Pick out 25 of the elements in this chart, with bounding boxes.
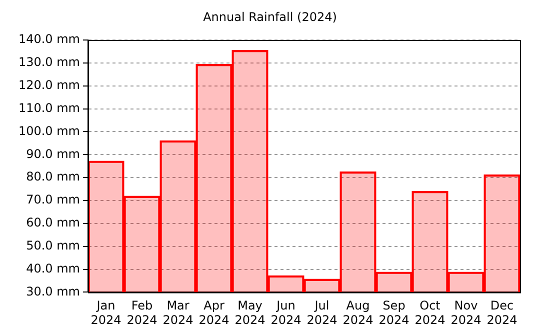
y-tick-label: 100.0 mm [18,124,80,138]
y-tick-label: 120.0 mm [18,78,80,92]
y-tick-label: 70.0 mm [26,192,80,207]
y-tick-label: 40.0 mm [26,261,80,276]
y-tick-label: 60.0 mm [26,216,80,230]
chart-title: Annual Rainfall (2024) [202,10,338,24]
x-tick-label: Nov 2024 [450,298,482,327]
x-tick-label: Jan 2024 [90,298,122,327]
y-tick-label: 140.0 mm [18,32,80,46]
x-tick-label: Oct 2024 [414,298,446,327]
x-tick-label: Jul 2024 [306,298,338,327]
y-tick-label: 50.0 mm [26,238,80,252]
y-tick-label: 130.0 mm [18,55,80,70]
x-tick-label: May 2024 [234,298,266,327]
y-tick-label: 90.0 mm [26,146,80,161]
y-tick-label: 110.0 mm [18,100,80,115]
y-tick-label: 30.0 mm [26,284,80,298]
x-tick-label: Sep 2024 [378,298,410,327]
x-tick-label: Aug 2024 [342,298,374,327]
x-tick-label: Dec 2024 [486,298,518,327]
y-tick-label: 80.0 mm [26,170,80,184]
x-tick-label: Apr 2024 [198,298,230,327]
x-tick-label: Mar 2024 [162,298,194,327]
x-tick-label: Feb 2024 [126,298,158,327]
x-tick-label: Jun 2024 [270,298,302,327]
